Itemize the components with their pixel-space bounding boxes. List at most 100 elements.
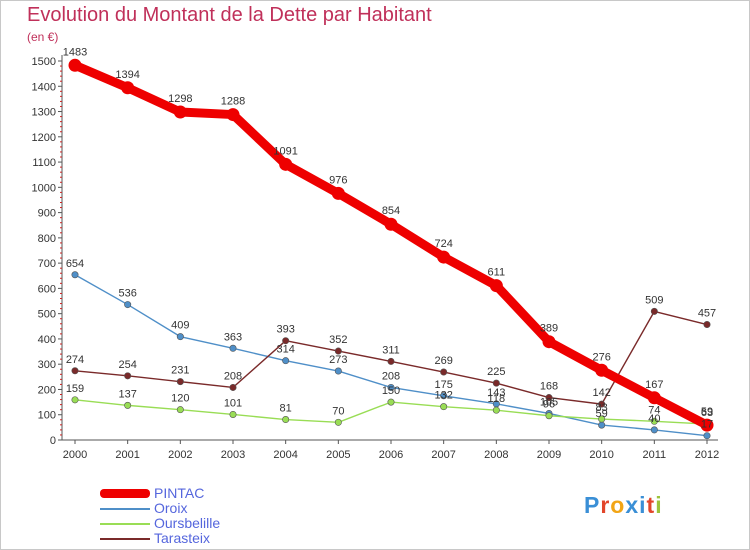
x-tick-label: 2007 (431, 449, 455, 461)
data-label-oroix: 143 (487, 387, 505, 399)
data-label-tarasteix: 457 (698, 308, 716, 320)
data-label-oroix: 363 (224, 331, 242, 343)
legend-label-tarasteix: Tarasteix (154, 530, 211, 546)
data-label-tarasteix: 168 (540, 381, 558, 393)
data-point-oursbelille (598, 415, 606, 423)
data-label-tarasteix: 509 (645, 294, 663, 306)
data-point-oroix (71, 271, 79, 279)
data-point-tarasteix (282, 337, 290, 345)
legend-swatch-tarasteix (100, 538, 150, 540)
legend-label-oursbelille: Oursbelille (154, 515, 221, 531)
data-label-oroix: 409 (171, 320, 189, 332)
data-label-oroix: 17 (701, 419, 713, 431)
data-label-pintac: 1298 (168, 93, 192, 105)
data-label-pintac: 1394 (115, 69, 139, 81)
data-point-pintac (384, 217, 398, 231)
data-label-oursbelille: 74 (648, 404, 660, 416)
data-point-oroix (282, 357, 290, 365)
y-tick-label: 1000 (32, 182, 56, 194)
y-tick-label: 0 (50, 435, 56, 447)
data-point-pintac (542, 335, 556, 349)
data-label-pintac: 1288 (221, 96, 245, 108)
legend-swatch-pintac (100, 489, 150, 498)
data-point-oroix (387, 383, 395, 391)
legend-label-oroix: Oroix (154, 500, 188, 516)
data-label-tarasteix: 231 (171, 365, 189, 377)
y-tick-label: 1500 (32, 56, 56, 68)
data-point-tarasteix (176, 378, 184, 386)
data-point-tarasteix (545, 394, 553, 402)
data-label-oursbelille: 101 (224, 397, 242, 409)
data-label-oroix: 208 (382, 370, 400, 382)
data-point-pintac (226, 108, 240, 122)
data-point-oursbelille (282, 416, 290, 424)
y-tick-label: 600 (38, 283, 56, 295)
x-tick-label: 2010 (589, 449, 613, 461)
y-tick-label: 200 (38, 384, 56, 396)
x-tick-label: 2006 (379, 449, 403, 461)
data-point-tarasteix (492, 379, 500, 387)
data-point-tarasteix (598, 400, 606, 408)
data-point-oroix (176, 333, 184, 341)
data-label-tarasteix: 393 (276, 324, 294, 336)
y-tick-label: 500 (38, 309, 56, 321)
data-point-oroix (124, 301, 132, 309)
data-point-oursbelille (545, 412, 553, 420)
legend-swatch-oursbelille (100, 523, 150, 525)
data-point-pintac (647, 391, 661, 405)
data-point-oursbelille (334, 418, 342, 426)
data-point-tarasteix (387, 357, 395, 365)
data-point-pintac (595, 363, 609, 377)
y-tick-label: 1100 (32, 157, 56, 169)
data-label-oroix: 273 (329, 354, 347, 366)
data-point-tarasteix (71, 367, 79, 375)
data-label-oroix: 40 (648, 413, 660, 425)
data-label-oroix: 654 (66, 258, 84, 270)
data-label-pintac: 59 (701, 406, 713, 418)
data-label-oroix: 175 (434, 379, 452, 391)
data-label-oroix: 536 (118, 288, 136, 300)
data-point-oursbelille (387, 398, 395, 406)
y-tick-label: 700 (38, 258, 56, 270)
data-point-oursbelille (492, 406, 500, 414)
data-point-pintac (121, 81, 135, 95)
x-tick-label: 2000 (63, 449, 87, 461)
data-point-oursbelille (176, 406, 184, 414)
data-point-pintac (279, 157, 293, 171)
data-label-tarasteix: 274 (66, 354, 84, 366)
data-point-oroix (334, 367, 342, 375)
data-point-pintac (68, 58, 82, 72)
data-point-oursbelille (229, 410, 237, 418)
y-tick-label: 900 (38, 208, 56, 220)
data-label-tarasteix: 225 (487, 366, 505, 378)
data-label-oroix: 314 (276, 344, 294, 356)
data-label-oursbelille: 132 (434, 390, 452, 402)
data-label-oursbelille: 96 (543, 399, 555, 411)
proxiti-logo: Proxiti (584, 492, 663, 518)
data-point-pintac (437, 250, 451, 264)
data-label-tarasteix: 142 (592, 387, 610, 399)
data-point-tarasteix (124, 372, 132, 380)
data-label-oursbelille: 70 (332, 405, 344, 417)
legend-swatch-oroix (100, 508, 150, 510)
data-point-oroix (229, 344, 237, 352)
data-point-pintac (331, 186, 345, 200)
data-label-tarasteix: 269 (434, 355, 452, 367)
data-point-tarasteix (650, 307, 658, 315)
data-label-oursbelille: 120 (171, 393, 189, 405)
data-label-oursbelille: 81 (280, 403, 292, 415)
data-point-oursbelille (71, 396, 79, 404)
data-point-tarasteix (229, 383, 237, 391)
data-label-tarasteix: 352 (329, 334, 347, 346)
data-label-pintac: 1483 (63, 46, 87, 58)
x-tick-label: 2008 (484, 449, 508, 461)
data-label-oursbelille: 63 (701, 407, 713, 419)
data-point-oroix (440, 392, 448, 400)
y-tick-label: 1200 (32, 132, 56, 144)
x-tick-label: 2004 (273, 449, 297, 461)
data-label-tarasteix: 254 (118, 359, 136, 371)
x-tick-label: 2005 (326, 449, 350, 461)
data-label-oursbelille: 150 (382, 385, 400, 397)
x-tick-label: 2001 (115, 449, 139, 461)
